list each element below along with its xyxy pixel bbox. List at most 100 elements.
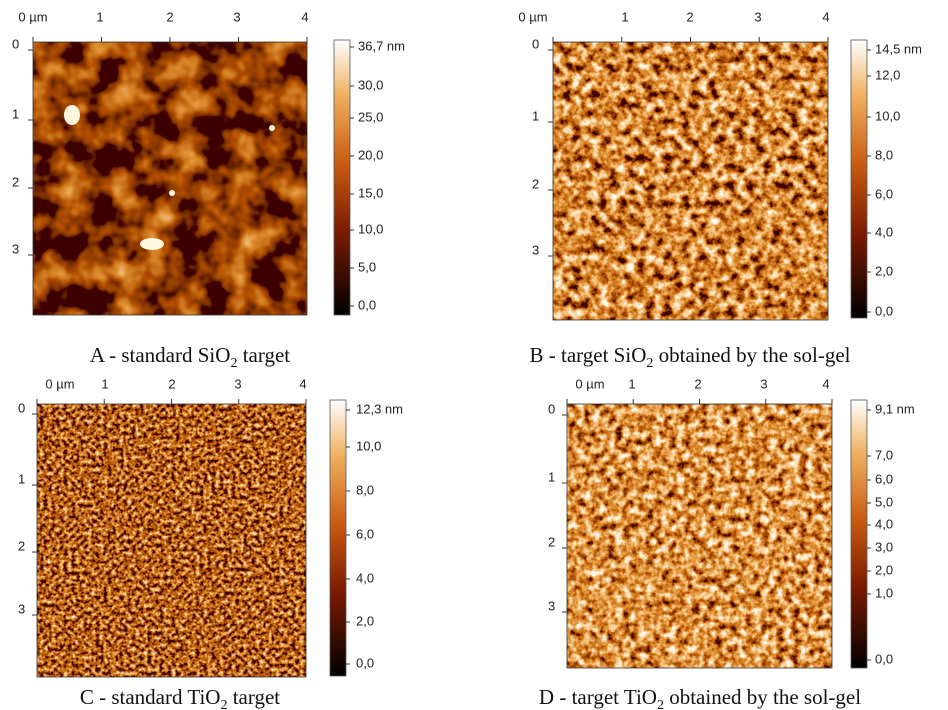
colorbar-label: 30,0 [358,77,383,92]
x-tick-label: 4 [822,9,829,24]
colorbar-label: 0,0 [356,655,374,670]
afm-panel: 9,1 nm 7,0 6,0 5,0 4,0 3,0 2,0 1,0 0,0 0 µm 1 2 3 4 0 1… [539,376,915,710]
colorbar-label: 4,0 [875,224,893,239]
colorbar-label: 4,0 [356,570,374,585]
afm-texture [567,404,832,668]
colorbar [333,39,351,316]
colorbar-label: 10,0 [356,438,381,453]
y-tick-label: 3 [532,242,539,257]
x-tick-label: 1 [101,376,108,391]
x-tick-label: 2 [166,9,173,24]
x-tick-label: 4 [299,376,306,391]
caption-subscript: 2 [230,356,237,371]
colorbar [850,399,868,669]
x-tick-label: 1 [96,9,103,24]
colorbar-label: 36,7 nm [358,38,405,53]
caption-text: D - target TiO [539,685,657,709]
colorbar-label: 15,0 [358,185,383,200]
y-tick-label: 2 [532,176,539,191]
colorbar-label: 0,0 [875,303,893,318]
x-tick-label: 1 [628,376,635,391]
x-tick-label: 0 µm [518,9,547,24]
colorbar-label: 12,0 [875,67,900,82]
caption-text: C - standard TiO [80,685,221,709]
colorbar-label: 8,0 [875,147,893,162]
caption-text: A - standard SiO [90,343,231,367]
y-tick-label: 2 [12,174,19,189]
y-tick-label: 0 [548,401,555,416]
colorbar-label: 10,0 [875,108,900,123]
y-tick-label: 3 [18,601,25,616]
y-tick-label: 2 [548,534,555,549]
colorbar-label: 0,0 [358,297,376,312]
x-tick-label: 0 µm [18,9,47,24]
caption-subscript: 2 [646,356,653,371]
bright-spot [64,105,80,125]
colorbar-label: 3,0 [875,539,893,554]
x-tick-label: 3 [760,376,767,391]
colorbar-label: 7,0 [875,447,893,462]
caption: A - standard SiO2 target [90,343,290,371]
bright-spot [169,190,175,196]
caption: C - standard TiO2 target [80,685,280,710]
colorbar-label: 8,0 [356,482,374,497]
colorbar-label: 0,0 [875,651,893,666]
colorbar-label: 12,3 nm [356,401,403,416]
caption-subscript: 2 [220,698,227,710]
y-tick-label: 3 [12,241,19,256]
afm-texture [553,42,828,320]
x-tick-label: 4 [822,376,829,391]
colorbar [329,399,347,677]
colorbar-label: 10,0 [358,221,383,236]
caption-text: target [227,685,280,709]
x-tick-label: 2 [168,376,175,391]
caption: B - target SiO2 obtained by the sol-gel [530,343,851,371]
colorbar [850,39,868,319]
y-tick-label: 1 [18,471,25,486]
colorbar-label: 4,0 [875,516,893,531]
afm-panel: 36,7 nm 30,0 25,0 20,0 15,0 10,0 5,0 0,0 0 µm 1 2 3… [12,9,405,371]
colorbar-label: 5,0 [358,259,376,274]
caption-text: B - target SiO [530,343,647,367]
x-tick-label: 3 [233,9,240,24]
afm-panel: 14,5 nm 12,0 10,0 8,0 6,0 4,0 2,0 0,0 0 µm 1 2 3 4 0 1… [518,9,922,371]
caption: D - target TiO2 obtained by the sol-gel [539,685,861,710]
x-tick-label: 2 [694,376,701,391]
x-tick-label: 2 [686,9,693,24]
y-tick-label: 1 [548,469,555,484]
caption-text: obtained by the sol-gel [653,343,850,367]
y-tick-label: 2 [18,538,25,553]
bright-spot [269,125,275,131]
y-tick-label: 1 [12,106,19,121]
colorbar-label: 20,0 [358,147,383,162]
x-tick-label: 1 [621,9,628,24]
colorbar-label: 6,0 [356,526,374,541]
x-tick-label: 3 [234,376,241,391]
x-tick-label: 0 µm [575,376,604,391]
x-tick-label: 0 µm [45,376,74,391]
colorbar-label: 6,0 [875,186,893,201]
colorbar-label: 1,0 [875,585,893,600]
colorbar-label: 6,0 [875,471,893,486]
colorbar-label: 2,0 [875,562,893,577]
colorbar-label: 9,1 nm [875,401,915,416]
y-tick-label: 0 [532,36,539,51]
colorbar-label: 14,5 nm [875,41,922,56]
x-tick-label: 4 [301,9,308,24]
caption-text: target [237,343,290,367]
y-tick-label: 0 [12,36,19,51]
y-tick-label: 3 [548,598,555,613]
colorbar-label: 5,0 [875,494,893,509]
y-tick-label: 1 [532,108,539,123]
x-tick-label: 3 [754,9,761,24]
caption-subscript: 2 [657,698,664,710]
colorbar-label: 25,0 [358,109,383,124]
bright-spot [140,238,164,250]
caption-text: obtained by the sol-gel [664,685,861,709]
colorbar-label: 2,0 [875,263,893,278]
afm-panel: 12,3 nm 10,0 8,0 6,0 4,0 2,0 0,0 0 µm 1 2 3 4 0 1 2 3 C … [18,376,403,710]
afm-texture [33,42,307,315]
y-tick-label: 0 [18,400,25,415]
afm-texture [37,404,306,677]
